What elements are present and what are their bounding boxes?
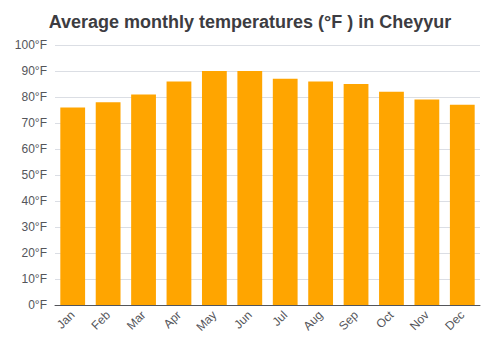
svg-text:May: May — [193, 308, 219, 334]
svg-text:40°F: 40°F — [22, 194, 47, 208]
svg-text:30°F: 30°F — [22, 220, 47, 234]
svg-text:10°F: 10°F — [22, 272, 47, 286]
svg-text:80°F: 80°F — [22, 90, 47, 104]
svg-text:Mar: Mar — [124, 308, 149, 332]
svg-text:100°F: 100°F — [15, 38, 47, 52]
svg-text:60°F: 60°F — [22, 142, 47, 156]
svg-text:Oct: Oct — [373, 308, 397, 332]
svg-text:Apr: Apr — [161, 308, 184, 331]
svg-text:Jan: Jan — [54, 308, 78, 332]
svg-text:Sep: Sep — [336, 308, 361, 333]
svg-text:Nov: Nov — [407, 308, 432, 333]
svg-text:Dec: Dec — [442, 308, 467, 333]
svg-text:0°F: 0°F — [28, 298, 47, 312]
svg-text:20°F: 20°F — [22, 246, 47, 260]
svg-text:Average monthly temperatures (: Average monthly temperatures (°F ) in Ch… — [49, 12, 452, 32]
svg-text:50°F: 50°F — [22, 168, 47, 182]
svg-text:90°F: 90°F — [22, 64, 47, 78]
svg-text:Jun: Jun — [231, 308, 255, 332]
svg-text:Jul: Jul — [269, 308, 290, 329]
svg-text:Feb: Feb — [89, 308, 114, 333]
svg-text:Aug: Aug — [301, 308, 326, 333]
svg-text:70°F: 70°F — [22, 116, 47, 130]
